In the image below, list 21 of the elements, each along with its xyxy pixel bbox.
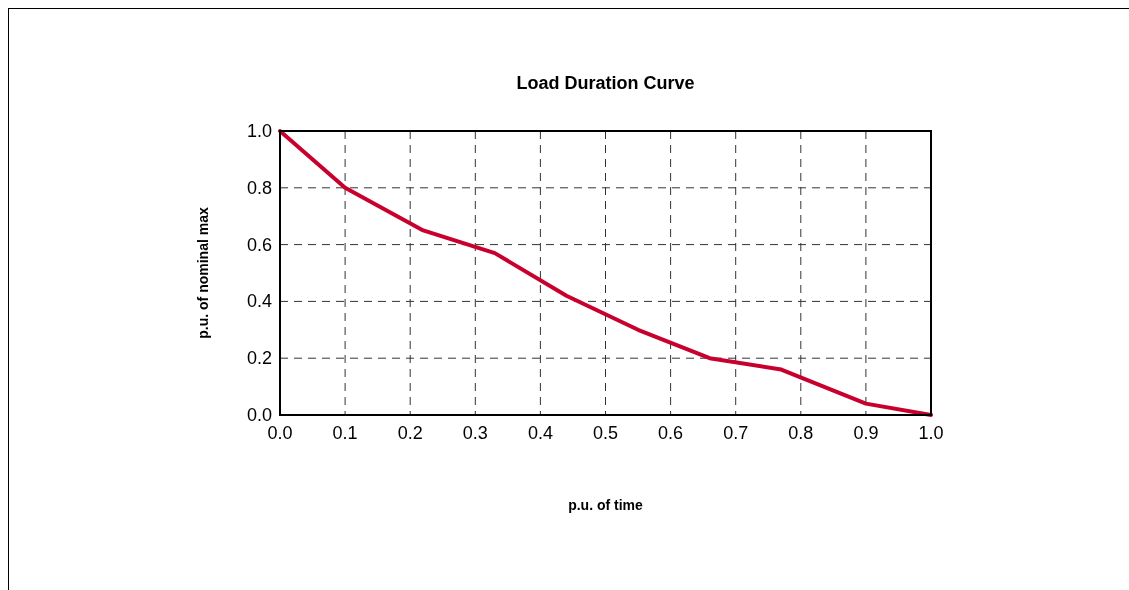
y-axis-title: p.u. of nominal max — [195, 207, 211, 339]
x-tick-label: 0.0 — [267, 423, 293, 443]
line-series — [278, 129, 933, 417]
x-tick-label: 0.2 — [397, 423, 423, 443]
x-tick-label: 0.5 — [592, 423, 619, 443]
x-tick-label: 0.7 — [723, 423, 749, 443]
y-tick-label: 0.0 — [246, 405, 272, 425]
x-tick-label: 0.6 — [658, 423, 684, 443]
chart-title: Load Duration Curve — [516, 73, 695, 93]
y-tick-label: 0.2 — [246, 348, 272, 369]
x-tick-label: 0.8 — [788, 423, 814, 443]
x-tick-label: 1.0 — [918, 423, 944, 443]
x-tick-label: 0.1 — [332, 423, 358, 443]
x-tick-label: 0.9 — [853, 423, 879, 443]
y-tick-label: 0.4 — [246, 291, 272, 312]
y-tick-label: 1.0 — [246, 121, 272, 141]
x-tick-label: 0.3 — [462, 423, 488, 443]
x-tick-label: 0.4 — [527, 423, 553, 443]
y-tick-label: 0.6 — [246, 234, 272, 255]
y-tick-label: 0.8 — [246, 177, 272, 198]
x-axis-title: p.u. of time — [568, 497, 644, 513]
